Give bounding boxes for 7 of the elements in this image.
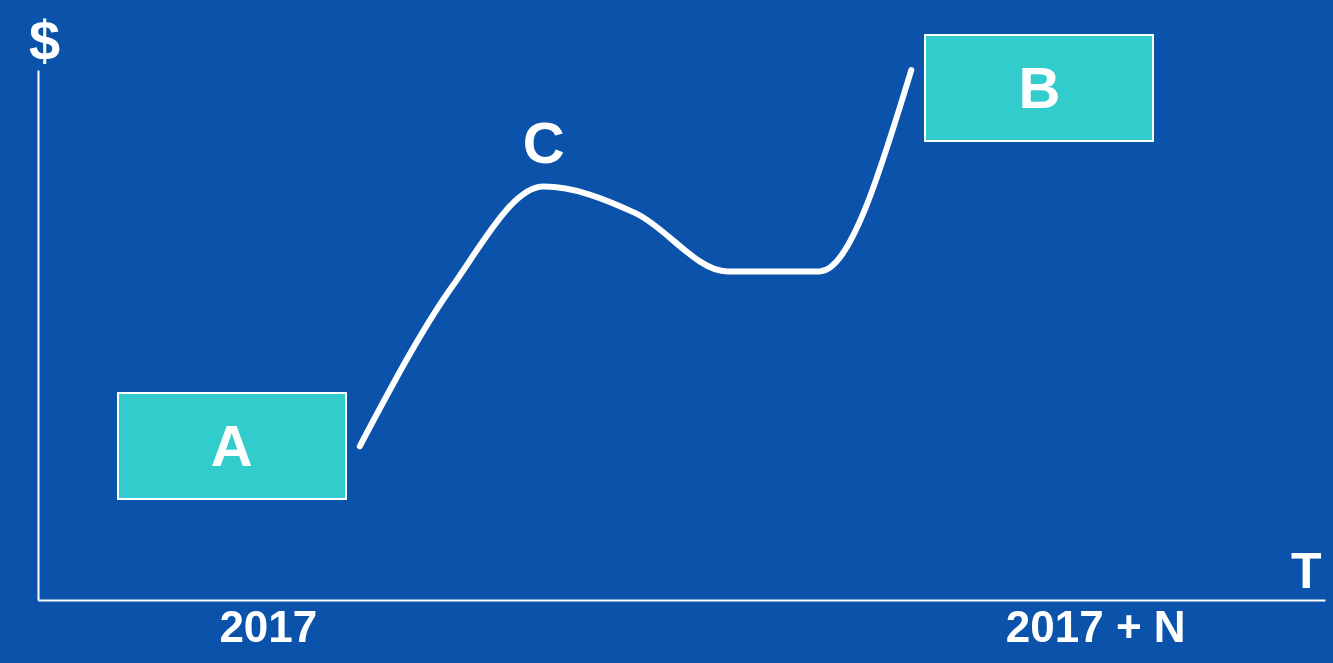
x-tick-label: 2017 + N <box>1005 601 1186 651</box>
annotation: C <box>522 109 565 175</box>
y-axis-title: $ <box>28 8 61 72</box>
annotation: B <box>1018 55 1061 120</box>
x-axis-title: T <box>1290 542 1322 599</box>
x-tick-label: 2017 <box>219 601 318 651</box>
annotation: A <box>210 413 253 479</box>
